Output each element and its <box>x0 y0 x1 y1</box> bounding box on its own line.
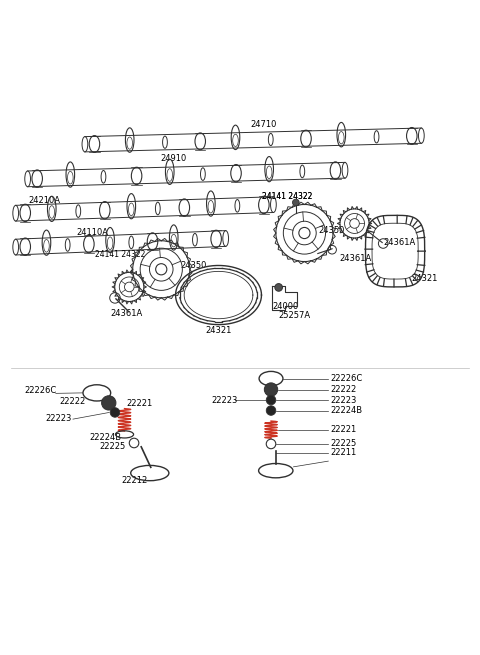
Text: 24141 24322: 24141 24322 <box>262 192 312 200</box>
Circle shape <box>275 284 282 291</box>
Text: 24321: 24321 <box>206 326 232 335</box>
Text: 24110A: 24110A <box>76 228 108 237</box>
Circle shape <box>266 395 276 405</box>
Circle shape <box>264 383 278 396</box>
Text: 22223: 22223 <box>46 413 72 422</box>
Text: 22223: 22223 <box>331 396 357 405</box>
Text: 22223: 22223 <box>212 396 238 405</box>
Circle shape <box>292 199 299 206</box>
Text: 22226C: 22226C <box>331 374 363 383</box>
Text: 24141 24322: 24141 24322 <box>95 250 145 259</box>
Text: 22221: 22221 <box>127 399 153 408</box>
Text: 24000: 24000 <box>273 303 299 311</box>
Text: 24321: 24321 <box>412 274 438 283</box>
Text: 22224B: 22224B <box>89 433 121 441</box>
Text: 24710: 24710 <box>251 120 277 129</box>
Text: 22221: 22221 <box>331 425 357 434</box>
Text: 24361A: 24361A <box>110 309 143 318</box>
Text: 22222: 22222 <box>331 385 357 394</box>
Text: 24361A: 24361A <box>383 238 415 248</box>
Text: 24350: 24350 <box>319 226 345 235</box>
Text: 25257A: 25257A <box>278 311 310 320</box>
Text: 22224B: 22224B <box>331 406 363 415</box>
Text: 24141 24322: 24141 24322 <box>262 192 312 200</box>
Text: 22211: 22211 <box>331 447 357 457</box>
Text: 22225: 22225 <box>99 441 125 451</box>
Text: 24361A: 24361A <box>339 253 372 263</box>
Circle shape <box>110 407 120 417</box>
Circle shape <box>266 405 276 415</box>
Text: 24350: 24350 <box>180 261 207 270</box>
Text: 22222: 22222 <box>59 397 85 406</box>
Text: 22225: 22225 <box>331 440 357 449</box>
Text: 22212: 22212 <box>121 476 147 485</box>
Text: 24210A: 24210A <box>28 196 60 205</box>
Text: 24910: 24910 <box>160 154 186 163</box>
Text: 22226C: 22226C <box>24 386 57 396</box>
Circle shape <box>102 396 116 410</box>
